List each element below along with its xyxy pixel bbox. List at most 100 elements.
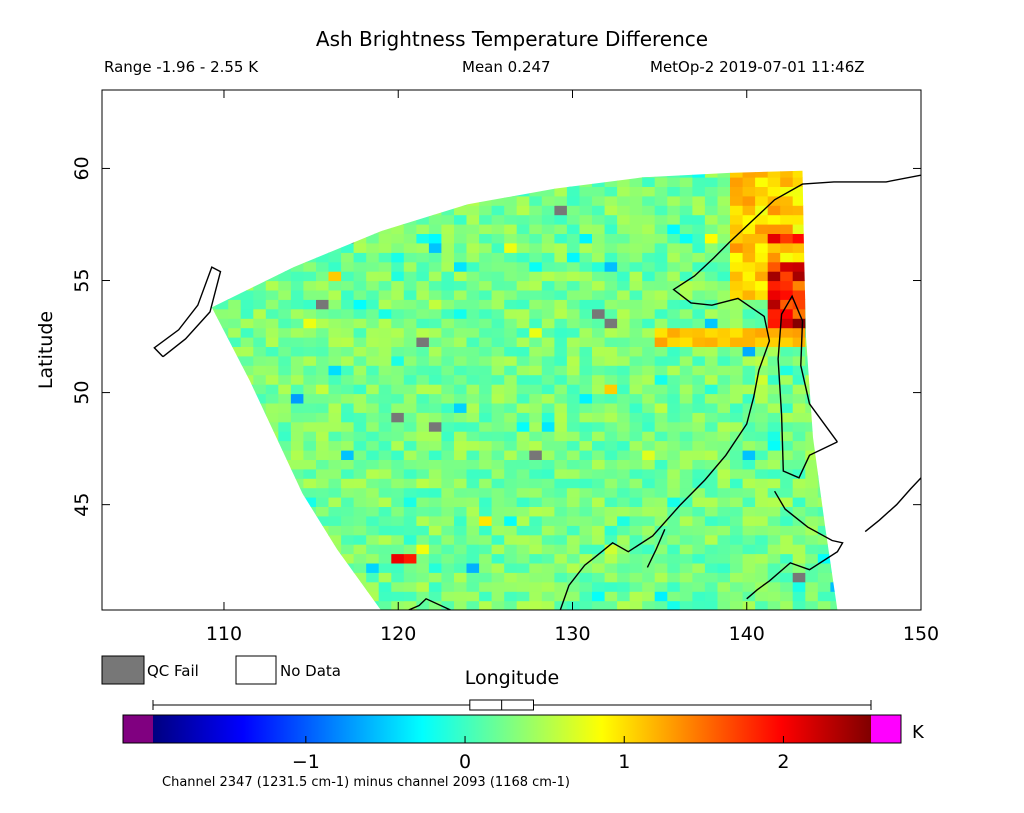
swath-pixel bbox=[529, 252, 543, 263]
swath-pixel bbox=[290, 299, 304, 310]
swath-pixel bbox=[704, 261, 718, 272]
swath-pixel bbox=[679, 534, 693, 545]
swath-pixel bbox=[579, 591, 593, 602]
swath-pixel bbox=[454, 431, 468, 442]
swath-pixel bbox=[667, 177, 681, 187]
swath-pixel bbox=[579, 572, 593, 583]
swath-pixel bbox=[240, 205, 254, 216]
swath-pixel bbox=[755, 525, 769, 536]
swath-pixel bbox=[792, 365, 806, 376]
swath-pixel bbox=[843, 441, 856, 451]
swath-pixel bbox=[692, 308, 706, 319]
swath-pixel bbox=[504, 553, 518, 564]
swath-pixel bbox=[592, 459, 606, 470]
swath-pixel bbox=[504, 158, 517, 168]
swath-pixel bbox=[642, 440, 656, 451]
coastline bbox=[559, 174, 921, 610]
swath-pixel bbox=[792, 337, 806, 347]
swath-pixel bbox=[278, 459, 292, 470]
swath-pixel bbox=[592, 553, 606, 564]
swath-pixel bbox=[479, 318, 493, 329]
swath-pixel bbox=[215, 170, 229, 178]
colorbar-under-range bbox=[123, 715, 153, 743]
swath-pixel bbox=[642, 421, 656, 432]
swath-pixel bbox=[679, 271, 693, 282]
swath-pixel bbox=[403, 525, 417, 536]
mean-text: Mean 0.247 bbox=[462, 58, 551, 76]
swath-pixel bbox=[830, 346, 838, 357]
swath-pixel bbox=[491, 487, 505, 498]
swath-pixel bbox=[441, 515, 455, 526]
swath-pixel bbox=[579, 346, 593, 357]
swath-pixel bbox=[504, 261, 518, 272]
swath-pixel bbox=[454, 581, 468, 592]
swath-pixel bbox=[416, 308, 430, 319]
swath-pixel bbox=[328, 170, 342, 178]
swath-pixel bbox=[730, 280, 744, 291]
swath-pixel bbox=[817, 515, 831, 526]
swath-pixel bbox=[366, 402, 380, 413]
swath-pixel bbox=[211, 186, 217, 197]
swath-pixel bbox=[617, 525, 631, 536]
swath-pixel bbox=[667, 515, 681, 526]
swath-pixel bbox=[328, 562, 342, 573]
swath-pixel bbox=[353, 355, 367, 366]
swath-pixel bbox=[767, 600, 781, 610]
swath-pixel bbox=[328, 412, 342, 423]
swath-pixel bbox=[579, 337, 593, 347]
swath-pixel bbox=[566, 402, 580, 413]
swath-pixel bbox=[579, 534, 593, 545]
swath-pixel bbox=[403, 214, 417, 225]
swath-pixel bbox=[454, 195, 468, 206]
swath-pixel bbox=[353, 242, 367, 253]
swath-pixel bbox=[629, 431, 643, 442]
swath-pixel bbox=[378, 214, 392, 225]
swath-pixel bbox=[341, 299, 355, 310]
swath-pixel bbox=[541, 337, 555, 347]
swath-pixel bbox=[679, 289, 693, 300]
swath-pixel bbox=[642, 487, 656, 498]
swath-pixel bbox=[228, 440, 242, 451]
swath-pixel bbox=[290, 478, 304, 489]
swath-pixel bbox=[592, 384, 606, 395]
swath-pixel bbox=[805, 233, 819, 244]
swath-pixel bbox=[353, 177, 367, 187]
swath-pixel bbox=[667, 581, 681, 592]
swath-pixel bbox=[617, 195, 631, 206]
swath-pixel bbox=[604, 412, 618, 423]
swath-pixel bbox=[215, 459, 229, 470]
swath-pixel bbox=[792, 562, 806, 573]
swath-pixel bbox=[504, 327, 518, 338]
swath-pixel bbox=[517, 158, 530, 168]
y-tick-label: 50 bbox=[71, 380, 93, 404]
swath-pixel bbox=[792, 384, 806, 395]
swath-pixel bbox=[228, 280, 242, 291]
swath-pixel bbox=[529, 591, 543, 602]
swath-pixel bbox=[316, 271, 330, 282]
swath-pixel bbox=[228, 318, 242, 329]
swath-pixel bbox=[215, 271, 229, 282]
swath-pixel bbox=[278, 242, 292, 253]
swath-pixel bbox=[353, 450, 367, 460]
swath-pixel bbox=[516, 271, 530, 282]
swath-pixel bbox=[566, 506, 580, 517]
swath-pixel bbox=[391, 497, 405, 507]
swath-pixel bbox=[604, 506, 618, 517]
swath-pixel bbox=[843, 488, 856, 498]
swath-pixel bbox=[479, 289, 493, 300]
swath-pixel bbox=[228, 205, 242, 216]
swath-pixel bbox=[504, 478, 518, 489]
swath-pixel bbox=[428, 591, 442, 602]
swath-pixel bbox=[767, 553, 781, 564]
swath-pixel bbox=[717, 534, 731, 545]
swath-pixel bbox=[742, 431, 756, 442]
x-tick-label: 130 bbox=[554, 623, 590, 645]
swath-pixel bbox=[604, 487, 618, 498]
swath-pixel bbox=[211, 572, 217, 583]
swath-pixel bbox=[679, 205, 693, 216]
swath-pixel bbox=[529, 355, 543, 366]
swath-pixel bbox=[353, 412, 367, 423]
swath-pixel bbox=[604, 534, 618, 545]
swath-pixel bbox=[341, 393, 355, 404]
swath-pixel bbox=[817, 261, 831, 272]
